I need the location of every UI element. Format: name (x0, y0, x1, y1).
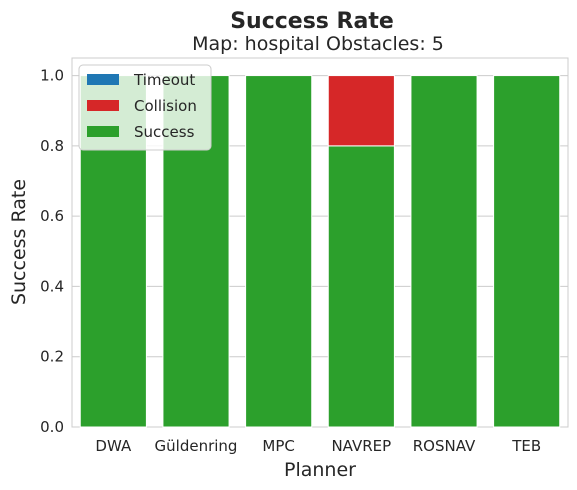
y-tick-labels: 0.0 0.2 0.4 0.6 0.8 1.0 (40, 67, 64, 436)
x-tick-label: Güldenring (155, 437, 238, 455)
y-tick-label: 1.0 (40, 67, 64, 85)
bar-success-3 (327, 145, 395, 428)
legend-swatch-collision (87, 100, 119, 111)
bar-success-4 (410, 75, 478, 428)
y-axis-label: Success Rate (8, 179, 30, 305)
legend-items: Timeout Collision Success (87, 71, 197, 141)
x-tick-label: MPC (262, 437, 294, 455)
chart-subtitle: Map: hospital Obstacles: 5 (192, 33, 444, 55)
legend: Timeout Collision Success (78, 64, 212, 151)
chart-title: Success Rate (230, 9, 394, 34)
bar-success-2 (245, 75, 313, 428)
x-tick-label: ROSNAV (413, 437, 476, 455)
legend-label-timeout: Timeout (133, 71, 195, 89)
y-tick-label: 0.0 (40, 418, 64, 436)
legend-label-collision: Collision (134, 97, 197, 115)
x-tick-labels: DWA Güldenring MPC NAVREP ROSNAV TEB (95, 437, 541, 455)
y-tick-label: 0.2 (40, 348, 64, 366)
y-tick-label: 0.6 (40, 207, 64, 225)
y-tick-label: 0.4 (40, 277, 64, 295)
y-tick-label: 0.8 (40, 137, 64, 155)
x-axis-label: Planner (284, 459, 356, 481)
legend-label-success: Success (134, 123, 195, 141)
bar-collision-3 (327, 75, 395, 147)
x-tick-label: NAVREP (331, 437, 391, 455)
x-tick-label: TEB (511, 437, 541, 455)
x-tick-label: DWA (95, 437, 132, 455)
legend-swatch-timeout (87, 74, 119, 85)
legend-swatch-success (87, 126, 119, 137)
bar-success-5 (493, 75, 561, 428)
